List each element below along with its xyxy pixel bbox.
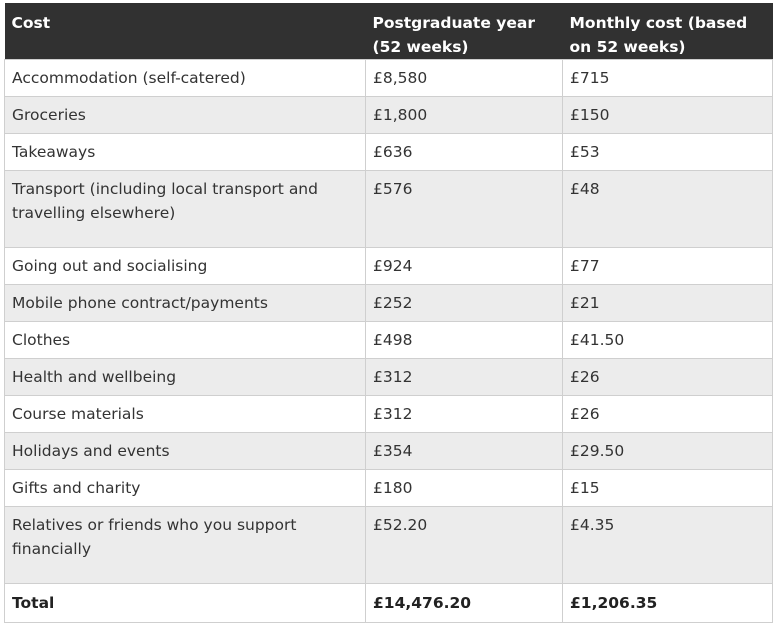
cost-table-container: Cost Postgraduate year (52 weeks) Monthl… — [4, 3, 773, 623]
cost-table: Cost Postgraduate year (52 weeks) Monthl… — [4, 3, 773, 623]
table-row: Gifts and charity £180 £15 — [4, 469, 773, 507]
monthly-cost: £41.50 — [562, 321, 773, 359]
monthly-cost: £29.50 — [562, 432, 773, 470]
cost-item: Course materials — [4, 395, 366, 433]
header-cost: Cost — [4, 3, 366, 60]
yearly-cost: £636 — [365, 133, 563, 171]
cost-item: Clothes — [4, 321, 366, 359]
monthly-cost: £4.35 — [562, 506, 773, 584]
table-row: Holidays and events £354 £29.50 — [4, 432, 773, 470]
header-postgraduate-year: Postgraduate year (52 weeks) — [365, 3, 563, 60]
table-row: Accommodation (self-catered) £8,580 £715 — [4, 59, 773, 97]
total-label: Total — [4, 583, 366, 623]
monthly-cost: £48 — [562, 170, 773, 248]
cost-item: Health and wellbeing — [4, 358, 366, 396]
cost-item: Groceries — [4, 96, 366, 134]
table-row: Mobile phone contract/payments £252 £21 — [4, 284, 773, 322]
yearly-cost: £498 — [365, 321, 563, 359]
table-row: Takeaways £636 £53 — [4, 133, 773, 171]
yearly-cost: £312 — [365, 395, 563, 433]
table-row: Transport (including local transport and… — [4, 170, 773, 248]
table-row: Relatives or friends who you support fin… — [4, 506, 773, 584]
monthly-cost: £15 — [562, 469, 773, 507]
monthly-cost: £77 — [562, 247, 773, 285]
yearly-cost: £252 — [365, 284, 563, 322]
header-monthly-cost: Monthly cost (based on 52 weeks) — [562, 3, 773, 60]
table-row: Groceries £1,800 £150 — [4, 96, 773, 134]
total-monthly-cost: £1,206.35 — [562, 583, 773, 623]
cost-item: Going out and socialising — [4, 247, 366, 285]
yearly-cost: £8,580 — [365, 59, 563, 97]
monthly-cost: £150 — [562, 96, 773, 134]
yearly-cost: £924 — [365, 247, 563, 285]
monthly-cost: £26 — [562, 395, 773, 433]
cost-item: Relatives or friends who you support fin… — [4, 506, 366, 584]
table-row: Going out and socialising £924 £77 — [4, 247, 773, 285]
total-yearly-cost: £14,476.20 — [365, 583, 563, 623]
yearly-cost: £52.20 — [365, 506, 563, 584]
table-row: Course materials £312 £26 — [4, 395, 773, 433]
monthly-cost: £26 — [562, 358, 773, 396]
cost-item: Takeaways — [4, 133, 366, 171]
cost-item: Mobile phone contract/payments — [4, 284, 366, 322]
yearly-cost: £576 — [365, 170, 563, 248]
yearly-cost: £180 — [365, 469, 563, 507]
monthly-cost: £21 — [562, 284, 773, 322]
cost-item: Holidays and events — [4, 432, 366, 470]
yearly-cost: £312 — [365, 358, 563, 396]
table-header-row: Cost Postgraduate year (52 weeks) Monthl… — [4, 3, 773, 60]
total-row: Total £14,476.20 £1,206.35 — [4, 583, 773, 623]
cost-item: Transport (including local transport and… — [4, 170, 366, 248]
yearly-cost: £354 — [365, 432, 563, 470]
yearly-cost: £1,800 — [365, 96, 563, 134]
table-row: Health and wellbeing £312 £26 — [4, 358, 773, 396]
cost-item: Accommodation (self-catered) — [4, 59, 366, 97]
table-row: Clothes £498 £41.50 — [4, 321, 773, 359]
monthly-cost: £715 — [562, 59, 773, 97]
cost-item: Gifts and charity — [4, 469, 366, 507]
monthly-cost: £53 — [562, 133, 773, 171]
